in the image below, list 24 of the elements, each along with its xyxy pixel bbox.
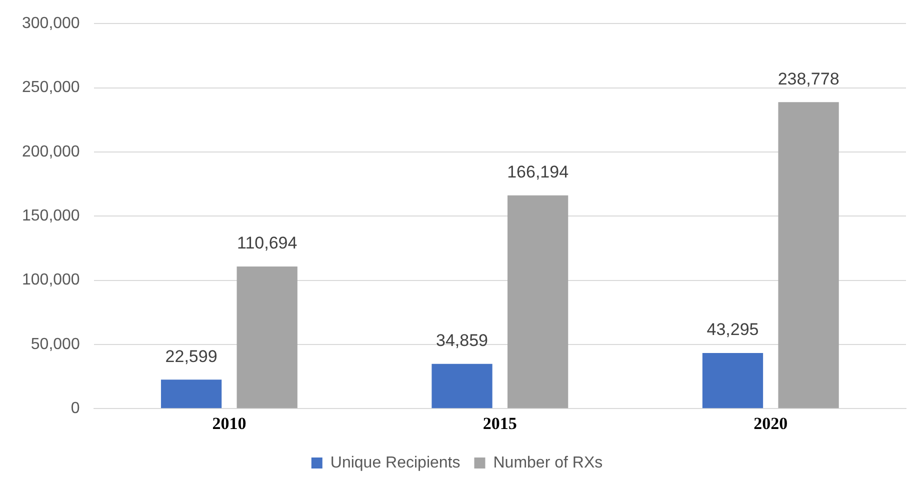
x-tick-label: 2020 bbox=[754, 414, 788, 434]
legend-label: Unique Recipients bbox=[330, 454, 460, 472]
data-label: 22,599 bbox=[165, 346, 218, 366]
bar bbox=[702, 353, 764, 408]
data-label: 43,295 bbox=[706, 320, 759, 340]
bar bbox=[432, 364, 492, 408]
data-label: 110,694 bbox=[236, 234, 298, 253]
x-tick-label: 2010 bbox=[212, 414, 246, 434]
bar bbox=[778, 102, 839, 408]
bar bbox=[160, 380, 222, 408]
legend-label: Number of RXs bbox=[493, 454, 603, 472]
y-tick-label: 0 bbox=[70, 400, 80, 418]
x-tick-label: 2015 bbox=[482, 414, 517, 434]
data-label: 34,859 bbox=[436, 331, 488, 350]
y-tick-label: 150,000 bbox=[22, 208, 80, 225]
bar bbox=[508, 195, 568, 408]
y-tick-label: 300,000 bbox=[22, 15, 80, 32]
y-tick-label: 50,000 bbox=[30, 336, 80, 353]
data-label: 238,778 bbox=[778, 69, 840, 88]
y-tick-label: 250,000 bbox=[22, 79, 80, 96]
y-tick-label: 200,000 bbox=[22, 143, 80, 160]
data-label: 166,194 bbox=[507, 162, 569, 182]
bar bbox=[236, 266, 298, 408]
y-tick-label: 100,000 bbox=[22, 272, 80, 289]
